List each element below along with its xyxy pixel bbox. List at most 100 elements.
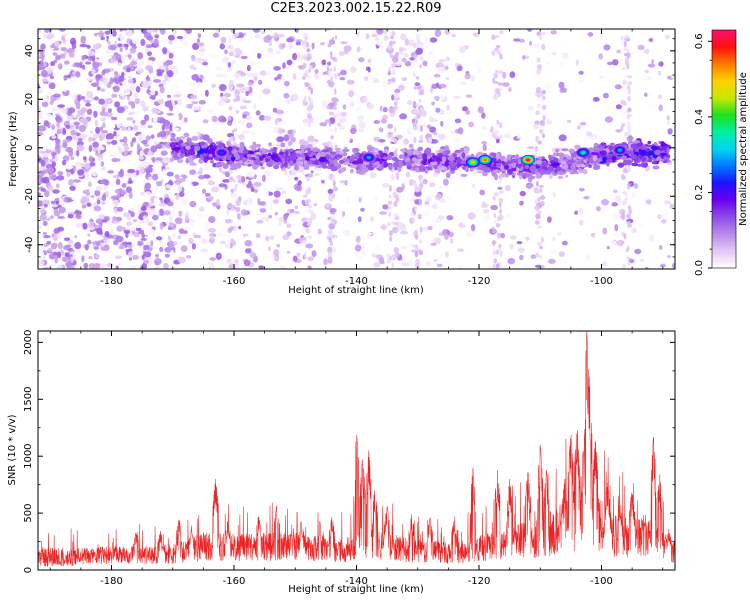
spectrogram-cell (65, 53, 69, 61)
y-tick-label: -40 (24, 237, 35, 253)
spectrogram-cell (191, 101, 199, 105)
spectrogram-cell (602, 92, 609, 99)
spectrogram-cell (564, 174, 569, 178)
spectrogram-cell (149, 39, 155, 44)
spectrogram-cell (77, 95, 81, 103)
spectrogram-cell (50, 215, 54, 219)
spectrogram-cell (536, 57, 541, 63)
spectrogram-cell (170, 132, 176, 138)
spectrogram-cell (189, 220, 194, 228)
spectrogram-cell (286, 37, 294, 43)
spectrogram-cell (479, 189, 486, 196)
spectrogram-cell (578, 70, 584, 75)
spectrogram-cell (273, 249, 280, 257)
spectrogram-cell (343, 161, 351, 166)
spectrogram-cell (433, 73, 441, 78)
spectrogram-cell (383, 107, 388, 113)
spectrogram-cell (332, 247, 337, 253)
spectrogram-cell (276, 110, 283, 115)
spectrogram-cell (74, 63, 82, 68)
spectrogram-cell (95, 126, 101, 134)
spectrogram-cell (276, 34, 285, 38)
spectrogram-cell (491, 240, 497, 245)
spectrogram-cell (387, 81, 392, 85)
spectrogram-cell (101, 70, 106, 76)
spectrogram-cell (127, 251, 134, 258)
spectrogram-cell (381, 131, 389, 138)
spectrogram-cell (193, 145, 201, 152)
spectrogram-cell (302, 62, 307, 69)
spectrogram-cell (38, 132, 44, 136)
spectrogram-cell (95, 74, 103, 79)
spectrogram-cell (266, 155, 272, 160)
spectrogram-cell (149, 210, 157, 215)
spectrogram-cell (644, 69, 650, 73)
spectrogram-cell (219, 43, 226, 50)
spectrogram-cell (329, 56, 335, 60)
spectrogram-cell (349, 157, 354, 162)
spectrogram-cell (97, 146, 101, 154)
spectrogram-cell (95, 186, 103, 192)
x-tick-label: -120 (468, 576, 491, 587)
spectrogram-cell (349, 127, 357, 135)
spectrogram-cell (339, 150, 344, 155)
spectrogram-cell (349, 168, 354, 174)
spectrogram-cell (126, 95, 131, 101)
spectrogram-cell (177, 185, 183, 192)
spectrogram-cell (98, 214, 106, 219)
spectrogram-cell (627, 81, 633, 86)
spectrogram-cell (258, 114, 266, 121)
spectrogram-cell (168, 40, 173, 45)
spectrogram-cell (283, 93, 290, 99)
spectrogram-cell (276, 243, 281, 248)
spectrogram-cell (579, 219, 584, 226)
spectrogram-cell (610, 142, 615, 146)
spectrogram-cell (282, 192, 289, 199)
spectrogram-cell (447, 155, 455, 162)
spectrogram-cell (43, 203, 48, 208)
spectrogram-cell (451, 33, 456, 38)
spectrogram-cell (524, 171, 530, 175)
snr-x-ticks: -180 -160 -140 -120 -100 (49, 331, 664, 587)
spectrogram-cell (379, 110, 384, 119)
spectrogram-cell (598, 53, 604, 60)
spectrogram-cell (40, 69, 48, 78)
spectrogram-cell (224, 171, 230, 178)
spectrogram-cell (200, 141, 205, 146)
spectrogram-cell (44, 160, 50, 165)
spectrogram-cell (305, 217, 310, 223)
spectrogram-cell (537, 241, 542, 247)
y-tick-label: -20 (24, 188, 35, 204)
spectrogram-cell (436, 168, 441, 174)
spectrogram-cell (182, 196, 187, 201)
spectrogram-cell (461, 152, 466, 159)
spectrogram-cell (454, 118, 462, 124)
spectrogram-cell (121, 72, 125, 77)
spectrogram-cell (607, 159, 613, 163)
spectrogram-cell (104, 30, 111, 35)
spectrogram-cell (329, 151, 337, 155)
spectrogram-cell (404, 152, 408, 157)
spectrogram-cell (445, 251, 449, 258)
spectrogram-cell (278, 222, 282, 226)
spectrogram-cell (146, 51, 152, 57)
spectrogram-cell (179, 121, 185, 125)
spectrogram-cell (266, 71, 271, 77)
spectrogram-cell (252, 103, 257, 110)
spectrogram-cell (334, 126, 338, 133)
spectrogram-cell (307, 135, 315, 143)
spectrogram-cell (294, 164, 300, 171)
spectrogram-cell (590, 232, 596, 238)
spectrogram-cell (411, 244, 417, 248)
spectrogram-cell (252, 29, 261, 33)
spectrogram-cell (111, 93, 118, 98)
spectrogram-cell (146, 35, 154, 41)
spectrogram-cell (603, 44, 611, 51)
spectrogram-cell (237, 120, 246, 125)
spectrogram-cell (196, 211, 203, 218)
spectrogram-cell (306, 160, 313, 165)
spectrogram-cell (323, 258, 328, 266)
spectrogram-cell (127, 29, 134, 37)
spectrogram-cell (61, 35, 66, 42)
spectrogram-cell (230, 73, 235, 79)
